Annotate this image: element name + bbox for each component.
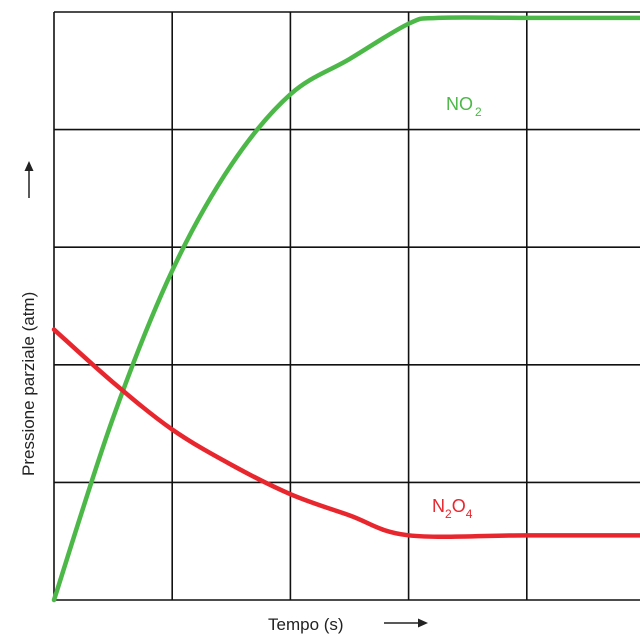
series-line-n2o4 <box>51 327 640 540</box>
series-label-n2o4-sub-2: 4 <box>466 507 473 521</box>
series-label-n2o4-sub-1: 2 <box>445 507 452 521</box>
y-axis-label: Pressione parziale (atm) <box>19 292 38 476</box>
grid <box>53 11 640 601</box>
series-label-no2: NO 2 <box>446 94 482 119</box>
series-label-n2o4: N2O4 <box>432 496 473 521</box>
x-axis-label: Tempo (s) <box>268 615 344 634</box>
series-label-no2-sub: 2 <box>475 105 482 119</box>
series-layer <box>51 15 640 603</box>
series-label-no2-main: NO <box>446 94 473 114</box>
y-axis-arrow <box>24 161 34 198</box>
series-label-n2o4-main-1: N <box>432 496 445 516</box>
series-label-n2o4-main-2: O <box>452 496 466 516</box>
x-axis-arrow <box>384 618 428 628</box>
